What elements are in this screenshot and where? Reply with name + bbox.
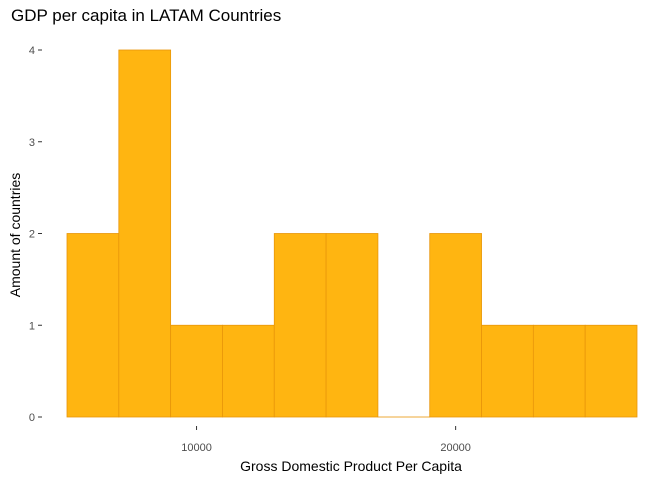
y-tick-label: 0 xyxy=(29,412,35,424)
y-axis: 0 1 2 3 4 xyxy=(29,45,42,424)
x-tick-label: 10000 xyxy=(181,442,212,454)
histogram-bar xyxy=(273,233,327,418)
histogram-bar xyxy=(481,324,534,418)
y-axis-title: Amount of countries xyxy=(7,173,23,298)
histogram-bar xyxy=(532,324,586,418)
y-tick-label: 3 xyxy=(29,137,35,149)
x-axis-title: Gross Domestic Product Per Capita xyxy=(240,458,462,474)
histogram-bar xyxy=(118,49,172,418)
x-axis: 10000 20000 xyxy=(181,426,471,454)
y-tick-label: 4 xyxy=(29,45,35,57)
histogram-bar xyxy=(222,324,275,418)
histogram-bar xyxy=(325,233,379,418)
histogram-bar xyxy=(170,324,223,418)
y-tick-label: 1 xyxy=(29,320,35,332)
histogram-bar xyxy=(66,233,120,418)
y-tick-label: 2 xyxy=(29,229,35,241)
histogram-bar xyxy=(584,324,638,418)
chart-title: GDP per capita in LATAM Countries xyxy=(11,6,282,25)
histogram-bar xyxy=(429,233,482,418)
histogram-bars xyxy=(66,49,638,418)
x-tick-label: 20000 xyxy=(440,442,471,454)
